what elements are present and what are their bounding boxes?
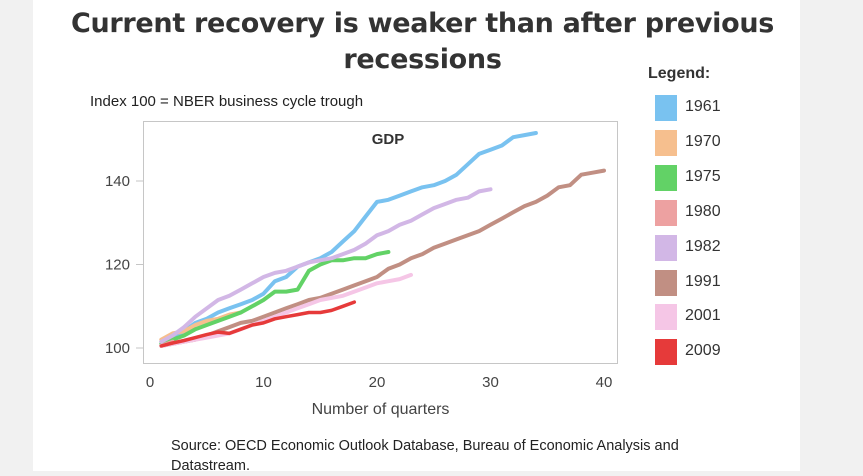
legend-label: 2009 <box>685 342 721 360</box>
x-tick-label: 10 <box>255 374 272 391</box>
plot-title: GDP <box>371 131 405 148</box>
legend-label: 1982 <box>685 237 721 255</box>
x-tick-label: 20 <box>369 374 386 391</box>
legend-swatch <box>655 129 677 156</box>
legend-label: 1961 <box>685 98 721 115</box>
plot-area <box>143 121 618 364</box>
legend-swatch <box>655 234 677 261</box>
legend-swatch <box>655 199 677 226</box>
x-axis-label: Number of quarters <box>311 401 450 418</box>
series-line-1961 <box>159 131 538 344</box>
chart-subtitle: Index 100 = NBER business cycle trough <box>90 93 364 110</box>
x-tick-label: 40 <box>596 374 613 391</box>
series-line-1991 <box>159 168 606 348</box>
chart-title: Current recovery is weaker than after pr… <box>70 8 775 75</box>
legend-label: 1980 <box>685 202 721 220</box>
y-tick-label: 140 <box>105 173 130 190</box>
legend-swatch <box>655 304 677 331</box>
series-line-2001 <box>159 272 413 348</box>
legend-label: 1975 <box>685 167 721 185</box>
series-line-2009 <box>159 300 357 348</box>
legend-label: 2001 <box>685 307 721 325</box>
legend-label: 1991 <box>685 272 721 290</box>
source-note: Source: OECD Economic Outlook Database, … <box>171 438 679 474</box>
y-tick-label: 100 <box>105 340 130 357</box>
legend-swatch <box>655 95 677 121</box>
series-line-1982 <box>159 187 493 344</box>
x-tick-label: 30 <box>482 374 499 391</box>
legend-label: 1970 <box>685 132 721 150</box>
legend-title: Legend: <box>648 65 711 82</box>
legend-swatch <box>655 269 677 296</box>
x-tick-label: 0 <box>146 374 154 391</box>
legend-swatch <box>655 164 677 191</box>
series-line-1975 <box>159 250 391 346</box>
y-tick-label: 120 <box>105 257 130 274</box>
legend-swatch <box>655 339 677 366</box>
